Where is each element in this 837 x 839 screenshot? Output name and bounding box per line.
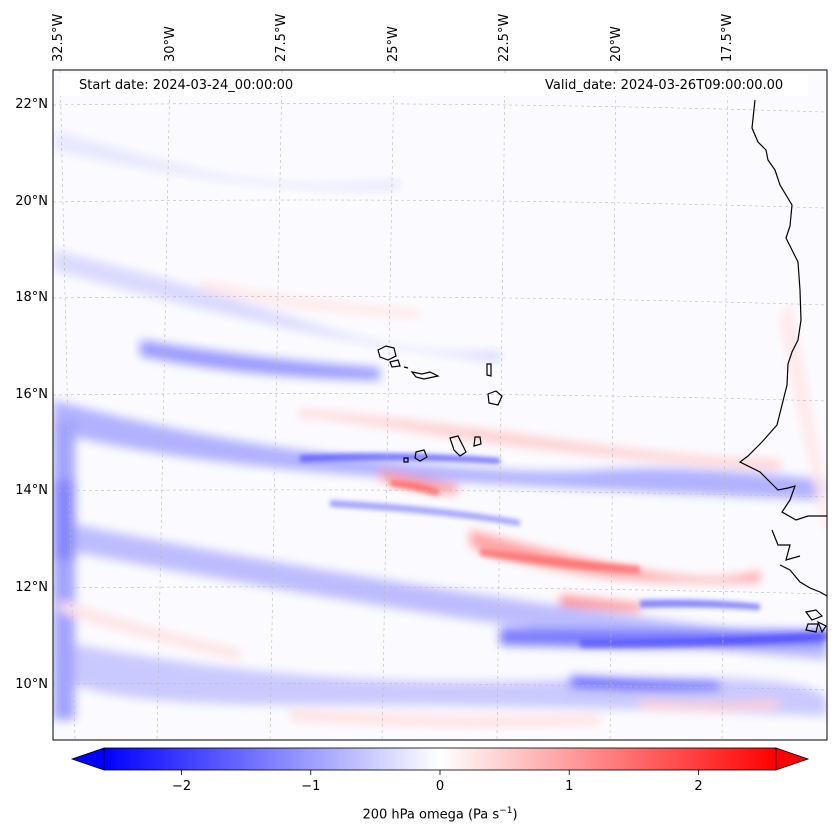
maio <box>473 436 482 447</box>
santiago <box>449 435 467 457</box>
santo-antao <box>377 345 397 361</box>
colorbar-label: 200 hPa omega (Pa s−1) <box>290 806 590 822</box>
graticule <box>53 70 827 740</box>
colorbar-tick-label: 2 <box>694 779 703 794</box>
lat-tick-label: 16°N <box>15 386 48 402</box>
lon-tick-label: 27.5°W <box>274 13 289 62</box>
bissagos-islands <box>804 609 827 634</box>
lon-tick-label: 25°W <box>385 26 401 62</box>
cape-verde-islands <box>377 345 503 463</box>
start-date: Start date: 2024-03-24_00:00:00 <box>79 78 294 93</box>
colorbar-low-extend <box>70 747 105 771</box>
sal <box>486 363 492 377</box>
lat-tick-label: 14°N <box>15 483 48 499</box>
lat-tick-label: 18°N <box>15 290 48 306</box>
map-frame <box>52 69 828 741</box>
lat-tick-label: 12°N <box>15 580 48 595</box>
lon-tick-label: 20°W <box>608 26 624 62</box>
colorbar-label-close: ) <box>512 807 518 823</box>
lon-tick-label: 32.5°W <box>51 13 66 62</box>
guinea-coast <box>779 564 827 597</box>
colorbar-label-exponent: −1 <box>499 806 513 816</box>
colorbar-tick-label: 0 <box>435 779 445 794</box>
fogo <box>414 449 428 462</box>
brava <box>403 457 409 463</box>
lon-tick-label: 17.5°W <box>720 13 735 62</box>
colorbar-body <box>103 747 777 771</box>
valid-date: Valid_date: 2024-03-26T09:00:00.00 <box>545 78 784 93</box>
colorbar-high-extend <box>775 747 810 771</box>
coastline <box>738 99 827 634</box>
lat-tick-label: 20°N <box>15 193 48 209</box>
header-strip <box>60 74 808 96</box>
lat-tick-label: 22°N <box>15 97 48 112</box>
lon-tick-label: 30°W <box>162 26 178 62</box>
lat-tick-label: 10°N <box>15 676 48 692</box>
santa-luzia <box>403 366 409 369</box>
lon-tick-label: 22.5°W <box>497 13 512 62</box>
colorbar-tick-label: 1 <box>565 779 574 794</box>
africa-coast <box>738 99 827 521</box>
colorbar-tick-marks <box>181 770 699 775</box>
omega-field <box>53 70 827 740</box>
colorbar-tick-label: −2 <box>171 779 192 794</box>
colorbar <box>70 747 810 775</box>
sao-nicolau <box>410 371 440 380</box>
colorbar-label-text: 200 hPa omega (Pa s <box>362 807 500 823</box>
boa-vista <box>487 390 503 406</box>
colorbar-tick-label: −1 <box>301 779 321 794</box>
sao-vicente <box>389 359 401 368</box>
